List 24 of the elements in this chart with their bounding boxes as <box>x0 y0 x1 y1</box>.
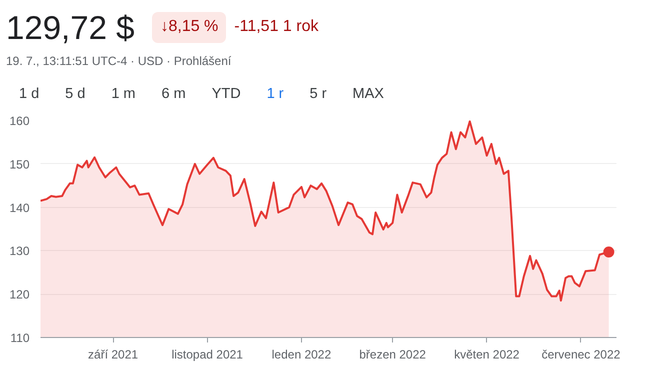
text: -11,51 1 rok <box>234 18 318 36</box>
text: 1 r <box>266 84 284 111</box>
x-tick-label: leden 2022 <box>272 348 332 362</box>
text: 5 r <box>310 85 327 104</box>
y-tick-label: 130 <box>9 244 30 258</box>
y-tick-label: 120 <box>9 288 30 302</box>
x-tick-label: březen 2022 <box>359 348 426 362</box>
chart-title: 129,72 $ <box>6 9 134 46</box>
text: 6 m <box>162 85 186 104</box>
x-tick-label: září 2021 <box>88 348 138 362</box>
chart-subtitle: 19. 7., 13:11:51 UTC-4 · USD · Prohlášení <box>6 53 232 70</box>
text: 1 m <box>111 85 136 104</box>
y-tick-label: 110 <box>10 331 30 345</box>
y-tick-label: 150 <box>9 157 30 172</box>
x-tick-label: červenec 2022 <box>542 348 621 362</box>
text: YTD <box>212 85 241 104</box>
y-tick-label: 140 <box>9 200 30 215</box>
text: 1 d <box>19 85 40 104</box>
x-tick-label: květen 2022 <box>454 348 520 362</box>
y-tick-label: 160 <box>9 114 30 128</box>
text: MAX <box>352 85 384 104</box>
text: ↓8,15 % <box>152 12 226 43</box>
text: 5 d <box>65 85 86 104</box>
x-tick-label: listopad 2021 <box>172 348 244 362</box>
